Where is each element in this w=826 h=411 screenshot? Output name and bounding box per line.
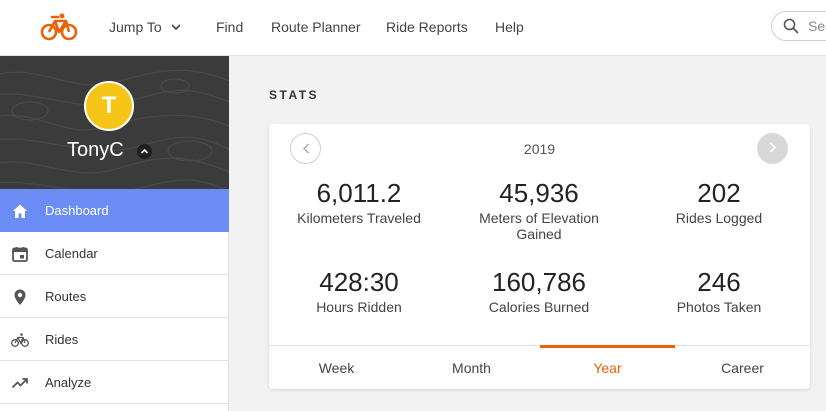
calendar-icon: [12, 247, 28, 262]
stat-photos: 246 Photos Taken: [629, 267, 809, 315]
sidebar-menu: Dashboard Calendar Routes: [0, 189, 229, 404]
stat-label: Kilometers Traveled: [297, 210, 421, 226]
avatar[interactable]: T: [84, 81, 134, 131]
nav-jump-to[interactable]: Jump To: [109, 19, 181, 35]
bicycle-icon: [11, 333, 29, 347]
stat-value: 202: [697, 178, 741, 208]
username: TonyC: [67, 139, 124, 161]
chevron-up-icon: [140, 148, 149, 154]
sidebar-item-calendar[interactable]: Calendar: [0, 232, 229, 275]
sidebar-item-label: Rides: [45, 332, 79, 347]
period-tabs: Week Month Year Career: [269, 345, 810, 389]
chevron-left-icon: [302, 143, 310, 154]
top-nav-bar: Jump To Find Route Planner Ride Reports …: [0, 0, 826, 56]
chevron-down-icon: [171, 24, 181, 31]
stat-elevation: 45,936 Meters of Elevation Gained: [449, 178, 629, 242]
map-pin-icon: [14, 289, 26, 305]
stat-value: 45,936: [499, 178, 579, 208]
nav-jump-to-label: Jump To: [109, 19, 162, 35]
search-icon: [783, 18, 799, 34]
search-input[interactable]: [808, 17, 826, 35]
sidebar-item-label: Calendar: [45, 246, 98, 261]
stat-kilometers: 6,011.2 Kilometers Traveled: [269, 178, 449, 226]
sidebar-item-label: Routes: [45, 289, 87, 304]
profile-menu-toggle[interactable]: [137, 144, 152, 159]
nav-route-planner[interactable]: Route Planner: [271, 19, 361, 35]
stat-calories: 160,786 Calories Burned: [449, 267, 629, 315]
home-icon: [13, 204, 27, 218]
stat-value: 428:30: [319, 267, 399, 297]
tab-month[interactable]: Month: [452, 360, 491, 376]
trending-up-icon: [11, 378, 28, 389]
tab-year[interactable]: Year: [540, 345, 675, 388]
next-year-button[interactable]: [757, 133, 788, 164]
bicycle-logo-icon[interactable]: [40, 12, 78, 42]
nav-ride-reports[interactable]: Ride Reports: [386, 19, 468, 35]
stat-label: Photos Taken: [676, 299, 762, 315]
search-box[interactable]: [771, 11, 826, 41]
previous-year-button[interactable]: [290, 133, 321, 164]
tab-week[interactable]: Week: [318, 360, 355, 376]
sidebar-item-dashboard[interactable]: Dashboard: [0, 189, 229, 232]
sidebar-item-label: Dashboard: [45, 203, 109, 218]
stat-hours: 428:30 Hours Ridden: [269, 267, 449, 315]
sidebar-item-analyze[interactable]: Analyze: [0, 361, 229, 404]
profile-header: T TonyC: [0, 56, 229, 189]
chevron-right-icon: [769, 142, 777, 153]
tab-career[interactable]: Career: [721, 360, 764, 376]
stat-label: Meters of Elevation Gained: [479, 210, 599, 242]
stat-value: 246: [697, 267, 741, 297]
nav-help[interactable]: Help: [495, 19, 524, 35]
stat-label: Hours Ridden: [316, 299, 402, 315]
year-label: 2019: [523, 141, 556, 157]
stat-label: Rides Logged: [675, 210, 763, 226]
sidebar-item-rides[interactable]: Rides: [0, 318, 229, 361]
stats-section-title: STATS: [269, 88, 320, 102]
sidebar-item-routes[interactable]: Routes: [0, 275, 229, 318]
sidebar-item-label: Analyze: [45, 375, 92, 390]
stat-value: 6,011.2: [316, 178, 402, 208]
sidebar: T TonyC Dashboard Calendar: [0, 56, 229, 411]
stat-label: Calories Burned: [488, 299, 590, 315]
nav-find[interactable]: Find: [216, 19, 244, 35]
stats-card: 2019 6,011.2 Kilometers Traveled 45,936 …: [269, 124, 810, 389]
stat-value: 160,786: [492, 267, 586, 297]
stat-rides: 202 Rides Logged: [629, 178, 809, 226]
